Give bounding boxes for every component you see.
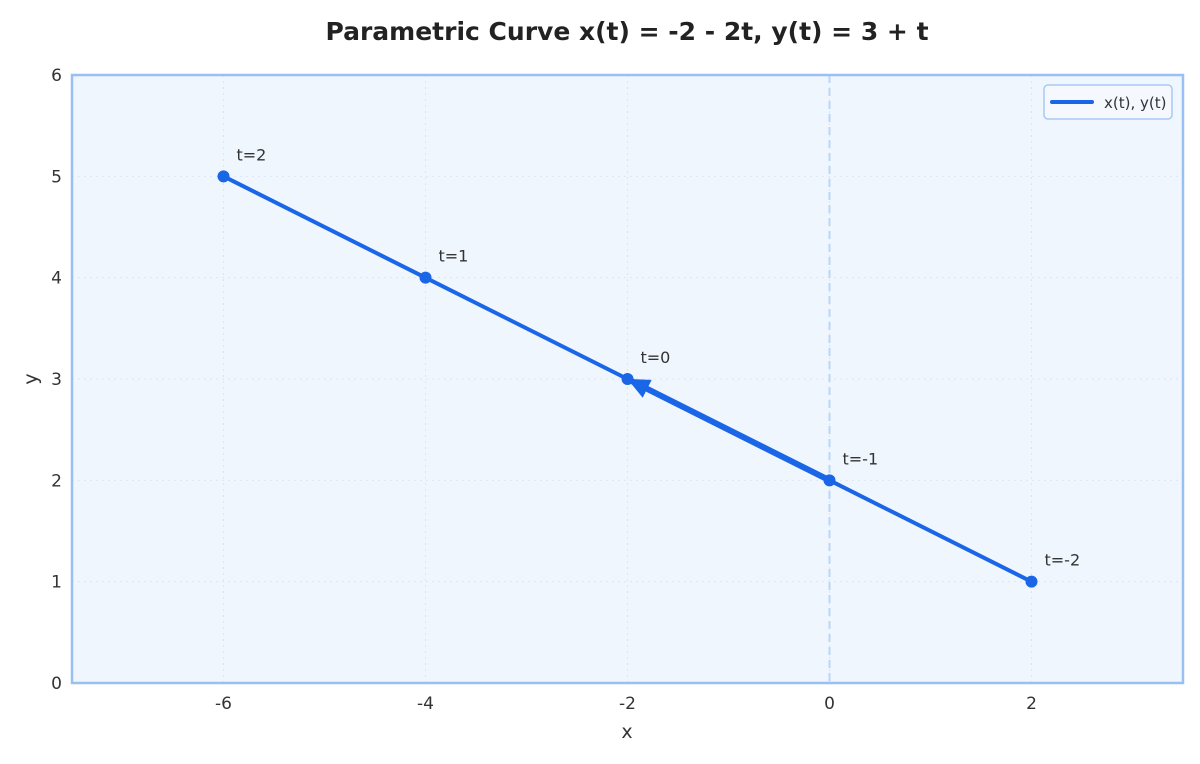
- x-tick-label: 0: [824, 694, 835, 714]
- y-tick-label: 1: [51, 573, 62, 593]
- x-axis-ticks: -6 -4 -2 0 2: [215, 694, 1037, 714]
- point-label: t=0: [641, 348, 671, 367]
- point-label: t=1: [439, 247, 469, 266]
- point-label: t=2: [237, 145, 267, 164]
- x-axis-label: x: [621, 721, 632, 743]
- point-label: t=-1: [843, 449, 879, 468]
- y-tick-label: 3: [51, 370, 62, 390]
- x-tick-label: 2: [1026, 694, 1037, 714]
- point-label: t=-2: [1045, 551, 1081, 570]
- y-tick-label: 5: [51, 167, 62, 187]
- data-point-marker: [823, 474, 836, 487]
- legend: x(t), y(t): [1043, 84, 1173, 120]
- direction-arrow-head-icon: [627, 379, 652, 398]
- y-tick-label: 6: [51, 66, 62, 86]
- chart-title: Parametric Curve x(t) = -2 - 2t, y(t) = …: [325, 17, 928, 46]
- x-tick-label: -4: [417, 694, 434, 714]
- x-tick-label: -6: [215, 694, 232, 714]
- data-point-marker: [419, 271, 432, 284]
- data-point-marker: [217, 170, 230, 183]
- grid-lines: [72, 75, 1183, 683]
- point-labels: t=-2 t=-1 t=0 t=1 t=2: [237, 145, 1081, 569]
- data-point-marker: [1025, 575, 1038, 588]
- y-axis-label: y: [20, 373, 42, 384]
- curve-series: [217, 170, 1038, 588]
- direction-arrow-shaft: [624, 376, 833, 484]
- data-point-marker: [621, 373, 634, 385]
- legend-box: [1043, 84, 1173, 120]
- x-tick-label: -2: [619, 694, 636, 714]
- plot-frame: [70, 73, 1185, 685]
- y-tick-label: 0: [51, 674, 62, 694]
- legend-label: x(t), y(t): [1104, 94, 1166, 112]
- y-tick-label: 2: [51, 471, 62, 491]
- y-tick-label: 4: [51, 269, 62, 289]
- y-axis-ticks: 0 1 2 3 4 5 6: [51, 66, 62, 694]
